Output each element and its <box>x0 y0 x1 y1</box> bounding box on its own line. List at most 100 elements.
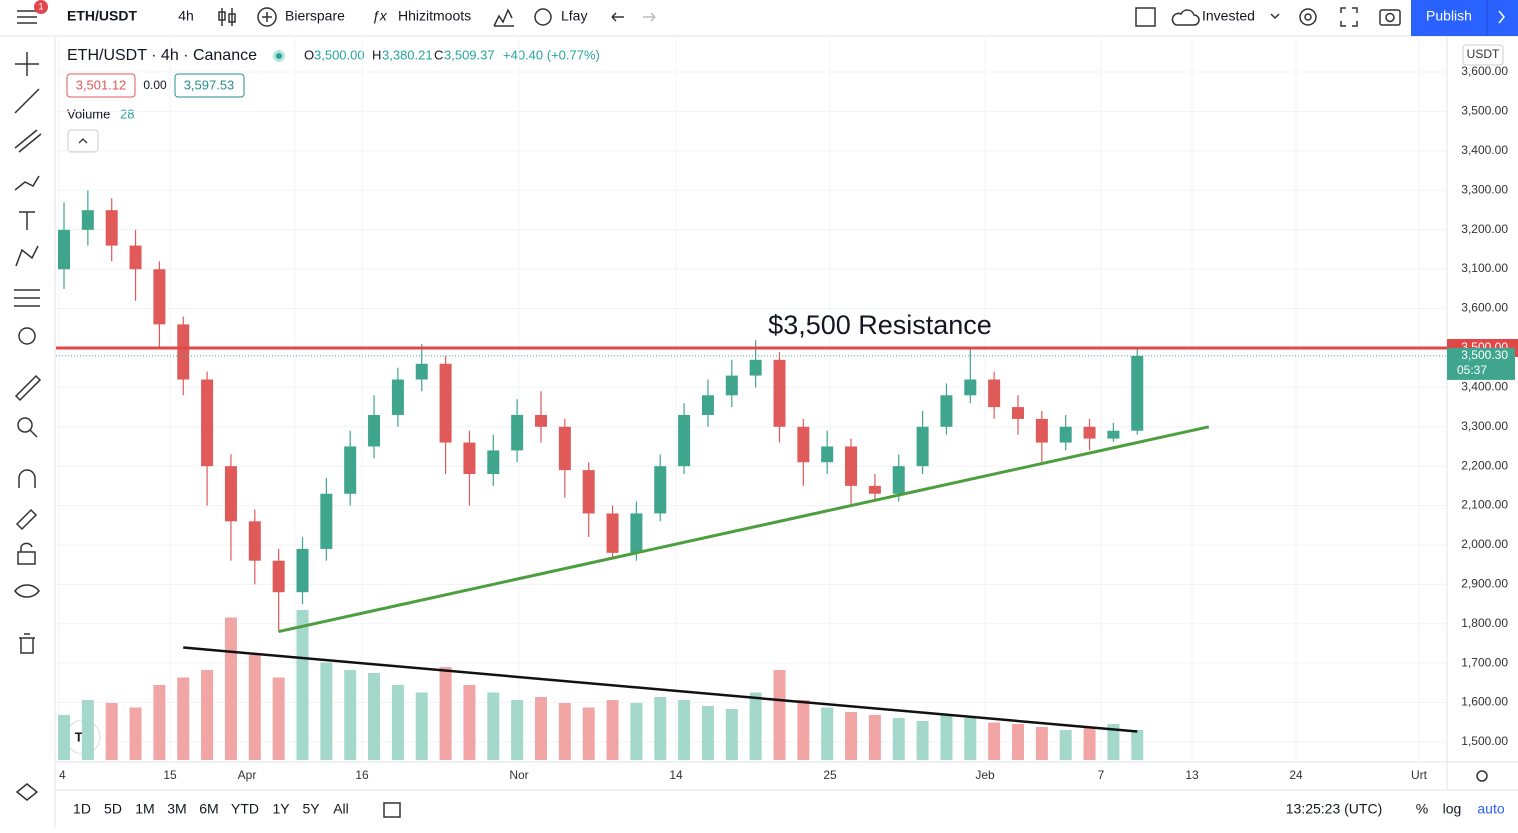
change: +40.40 (+0.77%) <box>503 47 600 62</box>
log-toggle[interactable]: log <box>1443 801 1462 817</box>
candle-body <box>940 395 953 427</box>
y-tick-label: 2,900.00 <box>1461 577 1508 591</box>
candle-body <box>81 210 94 230</box>
candle-body <box>988 379 1001 408</box>
templates-icon[interactable] <box>493 8 514 27</box>
range-button[interactable]: 1Y <box>272 801 290 817</box>
candle-body <box>272 560 285 593</box>
candle-body <box>153 269 166 325</box>
volume-bar <box>81 700 94 760</box>
volume-bar <box>868 715 881 760</box>
layout-name[interactable]: Invested <box>1202 8 1255 24</box>
buy-box[interactable] <box>174 73 245 98</box>
volume-label: Volume <box>67 106 110 121</box>
candle-body <box>1059 426 1072 443</box>
volume-bar <box>940 715 953 760</box>
bid: 3,501.12 <box>76 77 127 92</box>
replay-icon[interactable] <box>534 8 552 26</box>
publish-button[interactable] <box>1411 0 1518 36</box>
ask: 3,597.53 <box>184 77 235 92</box>
candle-body <box>558 426 571 471</box>
redo[interactable] <box>643 12 656 22</box>
menu-button[interactable]: 1 <box>17 0 48 24</box>
dropdown[interactable] <box>1270 13 1280 20</box>
countdown: 05:37 <box>1457 363 1487 377</box>
y-tick-label: 1,700.00 <box>1461 655 1508 669</box>
volume-bar <box>511 700 524 760</box>
y-tick-label: 1,500.00 <box>1461 734 1508 748</box>
candle-body <box>177 324 190 380</box>
volume-bar <box>58 715 70 760</box>
candle-body <box>535 414 547 427</box>
compare-button[interactable]: Bierspare <box>285 8 345 24</box>
undo[interactable] <box>611 12 624 22</box>
legend-title: ETH/USDT · 4h · Canance <box>67 47 257 64</box>
volume-bar <box>749 692 762 760</box>
indicators-icon: ƒx <box>372 8 388 24</box>
range-button[interactable]: 3M <box>167 801 186 817</box>
volume-bar <box>845 712 858 760</box>
candle-body <box>725 375 738 396</box>
c-value: 3,509.37 <box>444 47 495 62</box>
candle-body <box>511 414 524 451</box>
range-button[interactable]: YTD <box>231 801 259 817</box>
volume-bar <box>487 692 500 760</box>
settings[interactable] <box>1299 8 1317 26</box>
range-button[interactable]: 6M <box>199 801 218 817</box>
percent-toggle[interactable]: % <box>1416 801 1428 817</box>
candle-body <box>415 363 428 380</box>
candle-body <box>129 245 142 270</box>
replay-button[interactable]: Lfay <box>561 8 587 24</box>
candle-body <box>654 466 667 514</box>
candle-body <box>296 548 309 593</box>
collapse-button[interactable] <box>67 129 99 153</box>
range-button[interactable]: 1D <box>73 801 91 817</box>
candle-body <box>320 493 333 549</box>
volume-bar <box>439 667 452 760</box>
candle-body <box>678 414 691 467</box>
range-button[interactable]: 5Y <box>302 801 320 817</box>
time-axis: 4 15 Apr 16 Nor 14 25 Jeb 7 13 24 Urt <box>59 768 1428 782</box>
volume-bar <box>797 700 810 760</box>
volume-bar <box>1035 727 1048 760</box>
volume-bar <box>678 700 691 760</box>
candle-body <box>892 466 905 494</box>
y-tick-label: 2,100.00 <box>1461 498 1508 512</box>
auto-toggle[interactable]: auto <box>1477 801 1504 817</box>
drawing-tools[interactable] <box>14 52 42 801</box>
volume-bar <box>344 670 357 760</box>
fullscreen[interactable] <box>1340 7 1358 27</box>
volume-bar <box>320 662 333 760</box>
symbol[interactable]: ETH/USDT <box>67 8 137 24</box>
candle-body <box>391 379 404 415</box>
candle-body <box>105 210 118 246</box>
spread: 0.00 <box>143 78 167 92</box>
x-tick-label: 24 <box>1289 768 1303 782</box>
sell-box[interactable] <box>66 73 136 98</box>
range-button[interactable]: 1M <box>135 801 154 817</box>
y-tick-label: 3,600.00 <box>1461 64 1508 78</box>
chart-type-icon[interactable] <box>218 8 236 26</box>
axis-settings[interactable] <box>1476 770 1488 782</box>
h-value: 3,380.21 <box>382 47 433 62</box>
candle-body <box>344 446 357 494</box>
currency-box[interactable] <box>1462 44 1504 66</box>
candle-body <box>1083 426 1096 439</box>
y-tick-label: 1,800.00 <box>1461 616 1508 630</box>
snapshot[interactable] <box>1379 9 1401 26</box>
compare-icon[interactable] <box>257 7 277 27</box>
date-range-icon[interactable] <box>383 802 401 818</box>
candle-body <box>248 521 261 561</box>
volume-bar <box>725 709 738 760</box>
badge: 1 <box>38 1 43 11</box>
y-tick-label: 2,000.00 <box>1461 537 1508 551</box>
volume-bar <box>368 673 381 760</box>
volume-bar <box>1083 727 1096 760</box>
layout-icon[interactable] <box>1135 7 1156 27</box>
volume-bar <box>463 685 476 760</box>
interval[interactable]: 4h <box>178 8 194 24</box>
volume-bar <box>415 692 428 760</box>
indicators-button[interactable]: Hhizitmoots <box>398 8 471 24</box>
range-button[interactable]: 5D <box>104 801 122 817</box>
range-button[interactable]: All <box>333 801 349 817</box>
